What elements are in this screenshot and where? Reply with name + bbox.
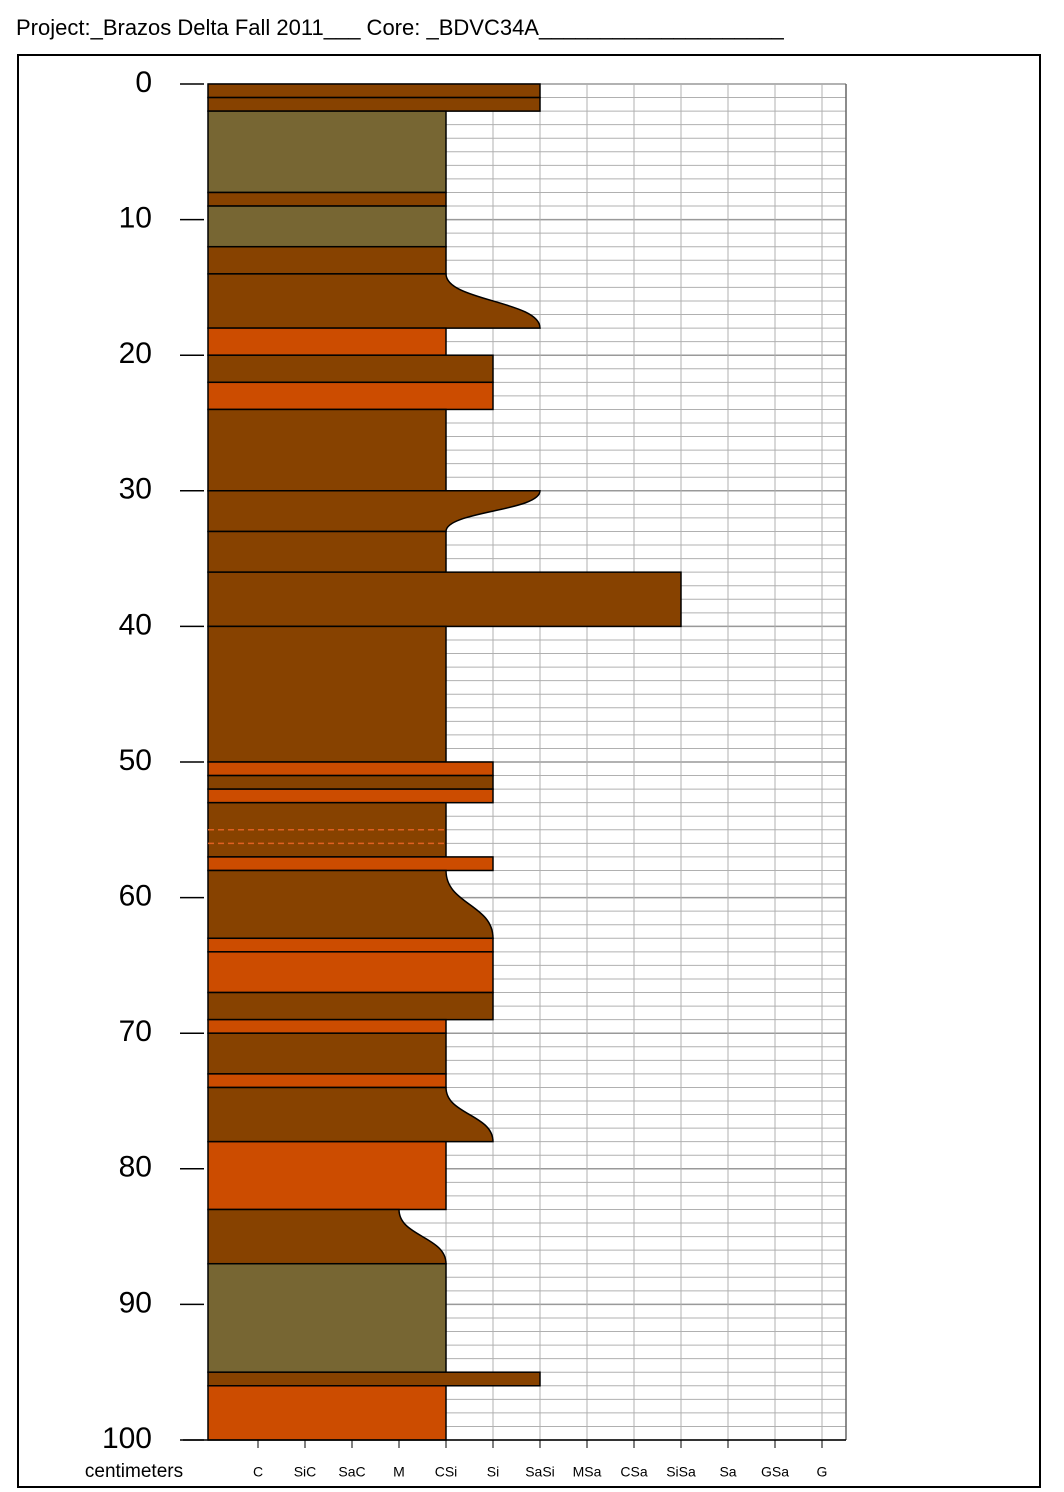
layer bbox=[207, 408, 447, 492]
x-tick-label: SiSa bbox=[666, 1464, 696, 1480]
y-tick-label: 60 bbox=[119, 880, 152, 913]
layer bbox=[207, 1086, 494, 1143]
layer bbox=[207, 951, 494, 994]
y-tick-label: 70 bbox=[119, 1015, 152, 1048]
layer bbox=[207, 1073, 447, 1089]
y-tick-label: 90 bbox=[119, 1286, 152, 1319]
layer bbox=[207, 761, 494, 777]
y-tick-label: 80 bbox=[119, 1151, 152, 1184]
layer bbox=[207, 1385, 447, 1441]
layer bbox=[207, 1262, 447, 1373]
x-tick-label: CSa bbox=[620, 1464, 647, 1480]
layer bbox=[207, 96, 541, 112]
layer bbox=[207, 1032, 447, 1075]
layer bbox=[207, 1371, 541, 1387]
layer bbox=[207, 869, 494, 940]
layer bbox=[207, 327, 447, 356]
x-tick-label: Sa bbox=[719, 1464, 736, 1480]
layer bbox=[207, 205, 447, 248]
y-tick-label: 20 bbox=[119, 337, 152, 370]
y-tick-label: 0 bbox=[135, 66, 152, 99]
layer bbox=[207, 273, 541, 329]
layer bbox=[207, 83, 541, 99]
layer bbox=[207, 1018, 447, 1034]
layer bbox=[207, 354, 494, 384]
layer bbox=[207, 245, 447, 275]
y-axis-label: centimeters bbox=[85, 1461, 183, 1482]
x-tick-label: SaSi bbox=[525, 1464, 555, 1480]
x-tick-label: MSa bbox=[573, 1464, 602, 1480]
layer bbox=[207, 191, 447, 207]
layer bbox=[207, 856, 494, 872]
layer bbox=[207, 1140, 447, 1211]
x-tick-label: SaC bbox=[338, 1464, 365, 1480]
x-tick-label: G bbox=[817, 1464, 828, 1480]
chart-title: Project:_Brazos Delta Fall 2011___ Core:… bbox=[16, 15, 784, 40]
layer bbox=[207, 801, 447, 858]
x-tick-label: GSa bbox=[761, 1464, 789, 1480]
layer bbox=[207, 381, 494, 411]
layer bbox=[207, 530, 447, 573]
y-tick-label: 40 bbox=[119, 608, 152, 641]
x-tick-label: SiC bbox=[294, 1464, 317, 1480]
layer bbox=[207, 788, 494, 804]
x-tick-label: CSi bbox=[435, 1464, 458, 1480]
y-tick-label: 30 bbox=[119, 473, 152, 506]
x-tick-label: Si bbox=[487, 1464, 499, 1480]
layer bbox=[207, 1208, 447, 1265]
y-tick-label: 100 bbox=[102, 1422, 152, 1455]
x-tick-label: M bbox=[393, 1464, 405, 1480]
y-tick-label: 50 bbox=[119, 744, 152, 777]
layer bbox=[207, 571, 682, 628]
layer bbox=[207, 490, 541, 533]
layer bbox=[207, 625, 447, 763]
layer bbox=[207, 110, 447, 194]
layer bbox=[207, 991, 494, 1021]
y-tick-label: 10 bbox=[119, 202, 152, 235]
frame bbox=[17, 54, 1041, 1488]
x-tick-label: C bbox=[253, 1464, 263, 1480]
layer bbox=[207, 774, 494, 790]
layer bbox=[207, 937, 494, 953]
